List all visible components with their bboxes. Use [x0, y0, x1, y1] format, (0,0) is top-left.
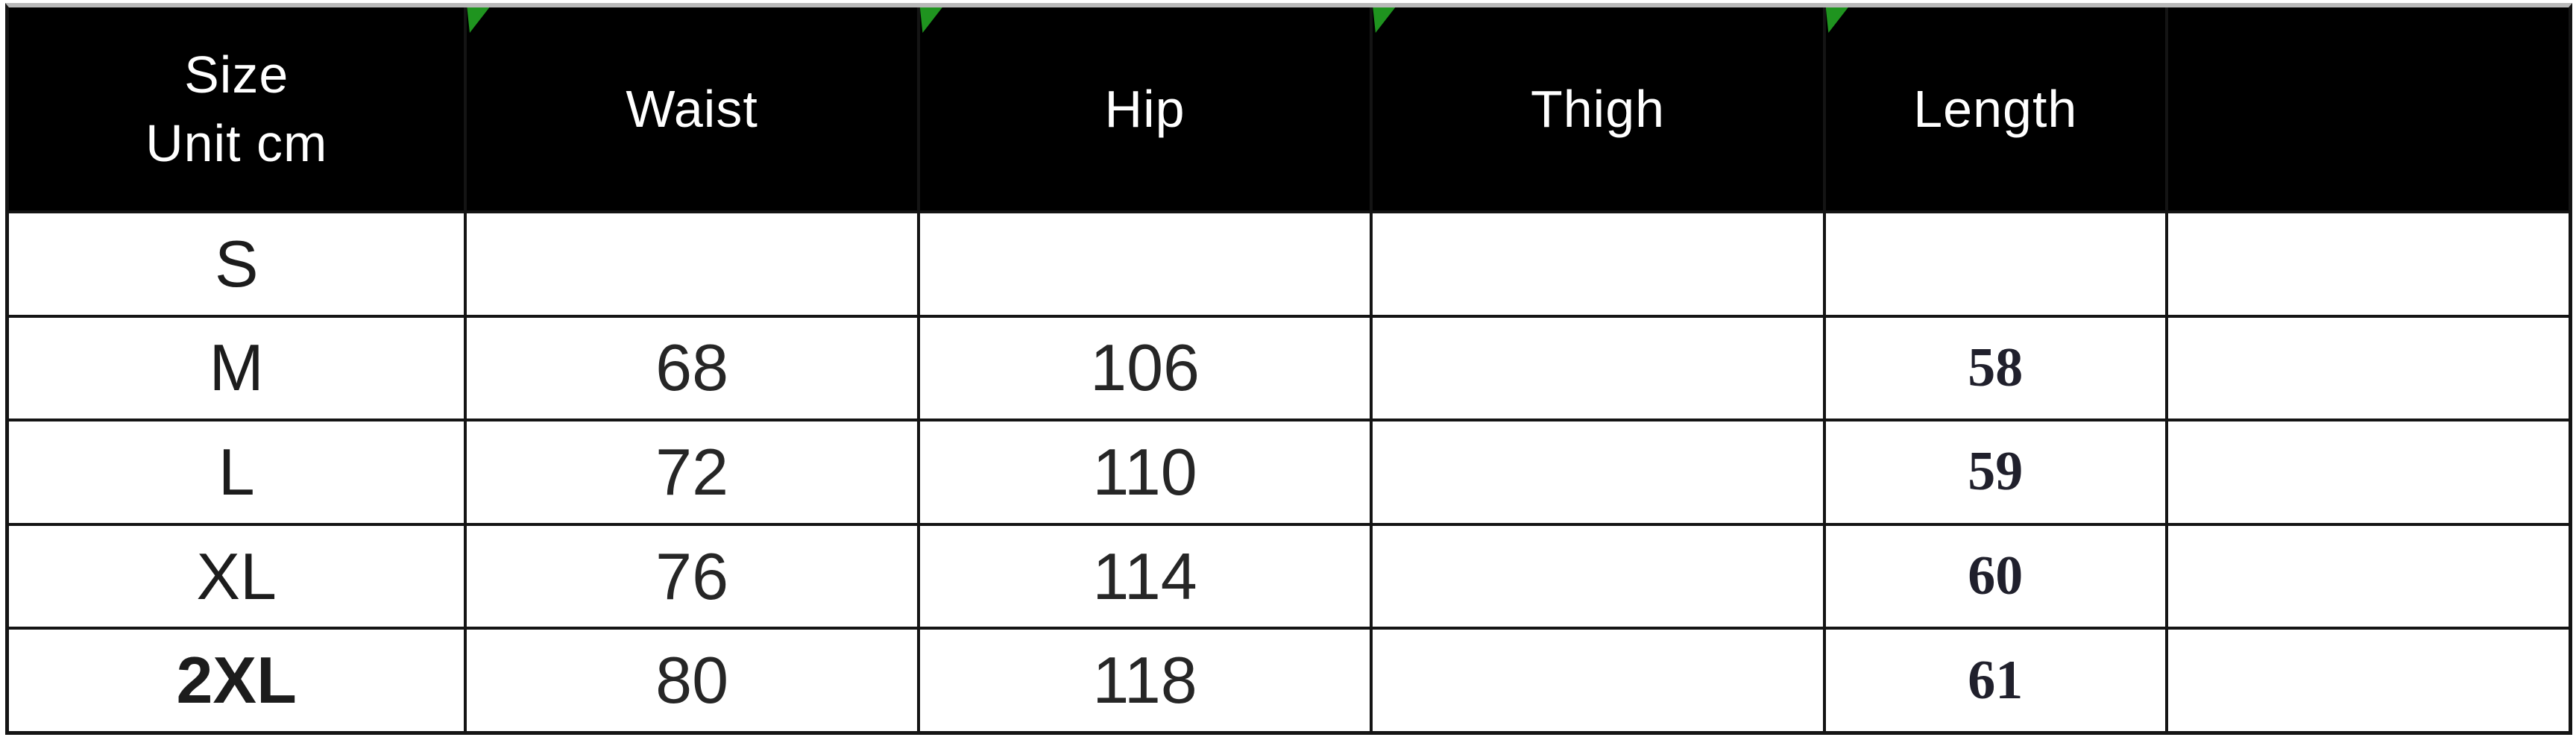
waist-value: 72 — [655, 434, 729, 509]
waist-cell: 76 — [467, 525, 917, 627]
length-value: 59 — [1968, 441, 2024, 503]
size-cell: S — [9, 213, 465, 315]
size-cell: L — [9, 421, 465, 523]
waist-cell — [467, 213, 917, 315]
hip-cell — [919, 213, 1370, 315]
header-hip-label: Hip — [1104, 80, 1185, 138]
waist-cell: 72 — [467, 421, 917, 523]
size-label: S — [214, 226, 259, 301]
header-size-label: Size — [184, 45, 289, 104]
blank-cell — [2167, 421, 2569, 523]
size-label: M — [209, 330, 264, 405]
blank-cell — [2167, 630, 2569, 731]
header-cell-hip: Hip — [919, 7, 1370, 210]
hip-cell: 114 — [919, 525, 1370, 627]
size-label: XL — [196, 539, 277, 613]
waist-value: 80 — [655, 643, 729, 718]
green-corner-flag-icon — [1825, 7, 1848, 33]
length-value: 58 — [1968, 336, 2024, 398]
size-chart-table: Size Unit cm Waist Hip Thigh Length S — [5, 3, 2572, 735]
thigh-cell — [1373, 630, 1823, 731]
header-cell-size: Size Unit cm — [9, 7, 465, 210]
hip-value: 114 — [1092, 539, 1197, 613]
green-corner-flag-icon — [919, 7, 942, 33]
length-value: 60 — [1968, 545, 2024, 607]
length-cell — [1825, 213, 2165, 315]
waist-value: 68 — [655, 330, 729, 405]
hip-cell: 106 — [919, 317, 1370, 419]
waist-cell: 80 — [467, 630, 917, 731]
header-unit-label: Unit cm — [145, 114, 328, 172]
size-cell: 2XL — [9, 630, 465, 731]
thigh-cell — [1373, 525, 1823, 627]
waist-cell: 68 — [467, 317, 917, 419]
length-value: 61 — [1968, 649, 2024, 711]
hip-value: 106 — [1090, 330, 1200, 405]
header-cell-length: Length — [1825, 7, 2165, 210]
length-cell: 60 — [1825, 525, 2165, 627]
hip-cell: 118 — [919, 630, 1370, 731]
thigh-cell — [1373, 421, 1823, 523]
size-cell: M — [9, 317, 465, 419]
length-cell: 61 — [1825, 630, 2165, 731]
green-corner-flag-icon — [1373, 7, 1396, 33]
thigh-cell — [1373, 213, 1823, 315]
header-thigh-label: Thigh — [1530, 80, 1666, 138]
size-label: L — [218, 434, 255, 509]
length-cell: 59 — [1825, 421, 2165, 523]
hip-value: 110 — [1092, 434, 1197, 509]
length-cell: 58 — [1825, 317, 2165, 419]
waist-value: 76 — [655, 539, 729, 613]
green-corner-flag-icon — [467, 7, 490, 33]
header-length-label: Length — [1913, 80, 2078, 138]
header-cell-thigh: Thigh — [1373, 7, 1823, 210]
hip-value: 118 — [1092, 643, 1197, 718]
blank-cell — [2167, 525, 2569, 627]
blank-cell — [2167, 317, 2569, 419]
header-cell-waist: Waist — [467, 7, 917, 210]
blank-cell — [2167, 213, 2569, 315]
size-label: 2XL — [176, 643, 297, 718]
size-cell: XL — [9, 525, 465, 627]
header-waist-label: Waist — [626, 80, 758, 138]
thigh-cell — [1373, 317, 1823, 419]
hip-cell: 110 — [919, 421, 1370, 523]
header-cell-blank — [2167, 7, 2569, 210]
